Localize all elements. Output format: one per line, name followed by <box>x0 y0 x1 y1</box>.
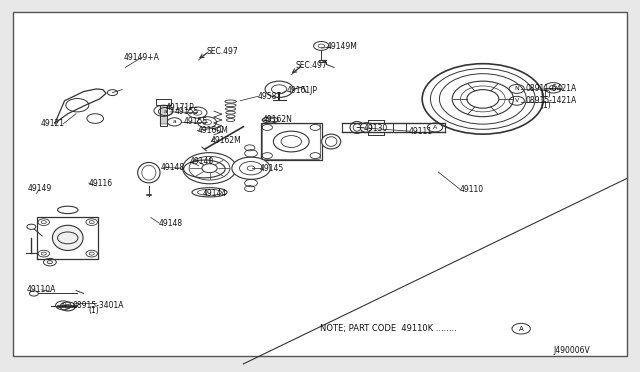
Circle shape <box>467 90 499 108</box>
Text: 49148: 49148 <box>161 163 184 172</box>
Text: 49144: 49144 <box>202 189 227 198</box>
Bar <box>156 99 172 105</box>
Ellipse shape <box>226 111 236 114</box>
Circle shape <box>314 41 329 50</box>
FancyBboxPatch shape <box>13 12 627 356</box>
Text: (1): (1) <box>540 90 551 99</box>
Text: 08911-6421A: 08911-6421A <box>525 84 577 93</box>
Ellipse shape <box>227 119 235 122</box>
Ellipse shape <box>350 122 364 134</box>
Text: 49155: 49155 <box>174 107 198 116</box>
Text: SEC.497: SEC.497 <box>296 61 328 70</box>
Text: 08915-1421A: 08915-1421A <box>525 96 577 105</box>
Text: (1): (1) <box>89 307 100 315</box>
Ellipse shape <box>192 187 227 197</box>
Ellipse shape <box>321 134 340 149</box>
Ellipse shape <box>262 117 278 123</box>
Circle shape <box>197 117 216 128</box>
Circle shape <box>202 164 217 173</box>
Circle shape <box>422 64 543 134</box>
Circle shape <box>29 291 38 296</box>
Text: SEC.497: SEC.497 <box>207 47 239 56</box>
Polygon shape <box>55 89 106 123</box>
Bar <box>160 105 168 126</box>
Ellipse shape <box>52 225 83 250</box>
Text: 49161JP: 49161JP <box>287 86 318 95</box>
Circle shape <box>108 90 118 96</box>
Text: 49110A: 49110A <box>26 285 56 294</box>
Text: 49587: 49587 <box>257 92 282 101</box>
Circle shape <box>27 224 36 230</box>
Text: 49111: 49111 <box>408 126 432 136</box>
Ellipse shape <box>225 108 236 110</box>
Text: 49160M: 49160M <box>197 126 228 135</box>
Text: N: N <box>61 303 66 308</box>
Text: A: A <box>433 125 437 130</box>
Ellipse shape <box>184 160 225 178</box>
Text: (1): (1) <box>540 102 551 110</box>
Ellipse shape <box>360 123 372 132</box>
Ellipse shape <box>138 163 160 183</box>
Text: 49130: 49130 <box>364 124 388 133</box>
Text: 49155: 49155 <box>183 118 207 126</box>
Text: 08915-3401A: 08915-3401A <box>72 301 124 310</box>
Text: a: a <box>173 119 176 124</box>
Text: 49116: 49116 <box>89 179 113 187</box>
Text: NOTE; PART CODE  49110K ........: NOTE; PART CODE 49110K ........ <box>320 324 457 333</box>
Text: 49140: 49140 <box>189 157 214 166</box>
Text: 49149: 49149 <box>28 185 52 193</box>
FancyBboxPatch shape <box>261 123 321 160</box>
Text: 49171P: 49171P <box>166 103 194 112</box>
Circle shape <box>60 302 76 311</box>
Text: 49162N: 49162N <box>262 115 292 124</box>
Text: V: V <box>515 98 519 103</box>
Text: 49162M: 49162M <box>210 136 241 145</box>
Ellipse shape <box>225 104 236 107</box>
Circle shape <box>188 107 207 118</box>
Circle shape <box>232 157 270 179</box>
Text: 49149M: 49149M <box>326 42 357 51</box>
Polygon shape <box>37 217 98 259</box>
Circle shape <box>265 81 293 97</box>
Ellipse shape <box>225 100 236 103</box>
Text: 49110: 49110 <box>460 185 483 194</box>
Text: J490006V: J490006V <box>553 346 590 355</box>
Text: A: A <box>519 326 524 332</box>
Text: 49121: 49121 <box>40 119 64 128</box>
Text: 49149+A: 49149+A <box>124 52 159 61</box>
Text: N: N <box>515 86 519 92</box>
Text: 49145: 49145 <box>260 164 284 173</box>
Ellipse shape <box>58 206 78 214</box>
Circle shape <box>182 153 236 184</box>
Text: 49148: 49148 <box>159 219 183 228</box>
Text: a: a <box>164 109 167 114</box>
Ellipse shape <box>226 115 235 118</box>
Circle shape <box>44 259 56 266</box>
